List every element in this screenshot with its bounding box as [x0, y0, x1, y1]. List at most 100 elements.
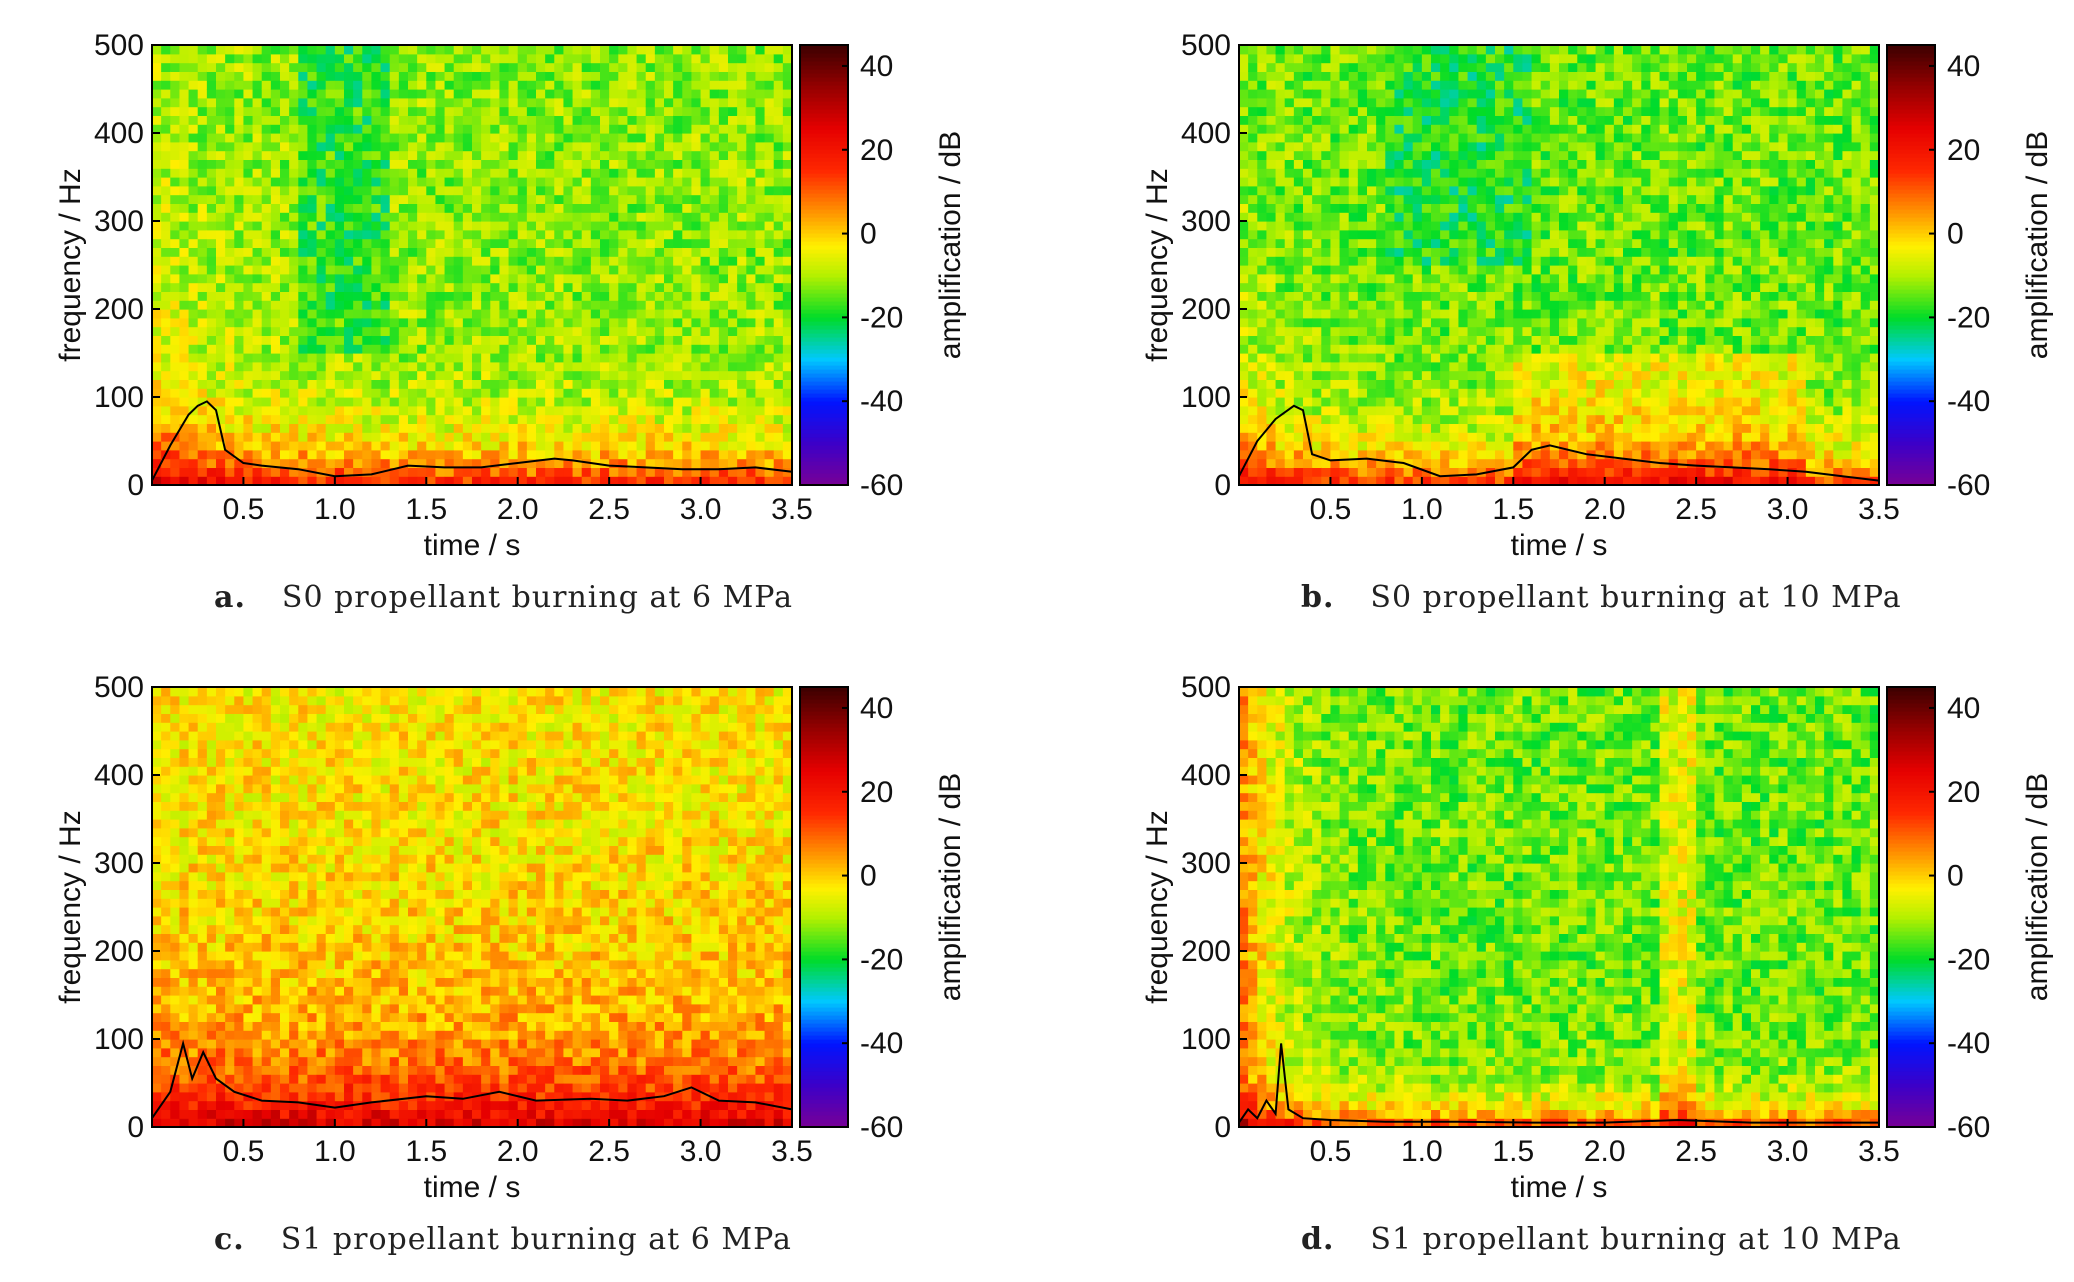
heatmap-cell: [454, 441, 464, 450]
heatmap-cell: [298, 265, 308, 274]
heatmap-cell: [344, 133, 354, 142]
heatmap-cell: [600, 388, 610, 397]
heatmap-cell: [417, 371, 427, 380]
heatmap-cell: [381, 142, 391, 151]
heatmap-cell: [701, 256, 711, 265]
heatmap-cell: [618, 98, 628, 107]
heatmap-cell: [152, 133, 162, 142]
heatmap-cell: [335, 151, 345, 160]
heatmap-cell: [536, 212, 546, 221]
heatmap-cell: [481, 45, 491, 54]
heatmap-cell: [381, 45, 391, 54]
heatmap-cell: [710, 45, 720, 54]
heatmap-cell: [1376, 230, 1386, 239]
heatmap-cell: [1285, 423, 1295, 432]
heatmap-cell: [1239, 54, 1249, 63]
heatmap-cell: [390, 300, 400, 309]
heatmap-cell: [490, 124, 500, 133]
heatmap-cell: [472, 379, 482, 388]
heatmap-cell: [664, 115, 674, 124]
heatmap-cell: [1266, 300, 1276, 309]
heatmap-cell: [371, 274, 381, 283]
heatmap-cell: [673, 54, 683, 63]
heatmap-cell: [536, 115, 546, 124]
heatmap-cell: [445, 309, 455, 318]
heatmap-cell: [198, 467, 208, 476]
heatmap-cell: [207, 168, 217, 177]
heatmap-cell: [326, 221, 336, 230]
heatmap-cell: [682, 71, 692, 80]
heatmap-cell: [289, 115, 299, 124]
heatmap-cell: [152, 353, 162, 362]
heatmap-cell: [755, 309, 765, 318]
heatmap-cell: [737, 274, 747, 283]
heatmap-cell: [755, 115, 765, 124]
heatmap-cell: [1285, 371, 1295, 380]
heatmap-cell: [1404, 177, 1414, 186]
heatmap-cell: [637, 203, 647, 212]
heatmap-cell: [545, 124, 555, 133]
heatmap-cell: [682, 230, 692, 239]
heatmap-cell: [664, 168, 674, 177]
heatmap-cell: [189, 186, 199, 195]
heatmap-cell: [755, 423, 765, 432]
heatmap-cell: [582, 115, 592, 124]
heatmap-cell: [1404, 344, 1414, 353]
heatmap-cell: [490, 221, 500, 230]
heatmap-cell: [216, 450, 226, 459]
heatmap-cell: [362, 397, 372, 406]
heatmap-cell: [1413, 265, 1423, 274]
heatmap-cell: [362, 432, 372, 441]
heatmap-cell: [1349, 388, 1359, 397]
heatmap-cell: [381, 327, 391, 336]
heatmap-cell: [646, 379, 656, 388]
heatmap-cell: [737, 379, 747, 388]
heatmap-cell: [435, 230, 445, 239]
colorbar-segment: [800, 221, 848, 226]
heatmap-cell: [170, 335, 180, 344]
heatmap-cell: [737, 291, 747, 300]
heatmap-cell: [426, 177, 436, 186]
heatmap-cell: [1458, 300, 1468, 309]
heatmap-cell: [1321, 133, 1331, 142]
heatmap-cell: [161, 203, 171, 212]
heatmap-cell: [445, 45, 455, 54]
heatmap-cell: [527, 63, 537, 72]
heatmap-cell: [225, 423, 235, 432]
heatmap-cell: [408, 406, 418, 415]
heatmap-cell: [1285, 239, 1295, 248]
heatmap-cell: [179, 406, 189, 415]
heatmap-cell: [1294, 89, 1304, 98]
heatmap-cell: [728, 379, 738, 388]
heatmap-cell: [655, 371, 665, 380]
heatmap-cell: [1385, 388, 1395, 397]
heatmap-cell: [1404, 379, 1414, 388]
colorbar-segment: [800, 377, 848, 382]
heatmap-cell: [563, 353, 573, 362]
heatmap-cell: [1458, 441, 1468, 450]
heatmap-cell: [1312, 221, 1322, 230]
colorbar-segment: [800, 181, 848, 186]
heatmap-cell: [198, 45, 208, 54]
heatmap-cell: [189, 423, 199, 432]
heatmap-cell: [408, 203, 418, 212]
heatmap-cell: [646, 309, 656, 318]
heatmap-cell: [1458, 186, 1468, 195]
heatmap-cell: [1458, 274, 1468, 283]
heatmap-cell: [655, 45, 665, 54]
heatmap-cell: [499, 265, 509, 274]
heatmap-cell: [1349, 283, 1359, 292]
heatmap-cell: [1468, 318, 1478, 327]
heatmap-cell: [600, 379, 610, 388]
heatmap-cell: [591, 406, 601, 415]
heatmap-cell: [1321, 177, 1331, 186]
heatmap-cell: [765, 265, 775, 274]
heatmap-cell: [289, 459, 299, 468]
heatmap-cell: [655, 379, 665, 388]
heatmap-cell: [490, 415, 500, 424]
heatmap-cell: [344, 450, 354, 459]
heatmap-cell: [1477, 186, 1487, 195]
heatmap-cell: [1422, 80, 1432, 89]
heatmap-cell: [371, 406, 381, 415]
heatmap-cell: [765, 54, 775, 63]
